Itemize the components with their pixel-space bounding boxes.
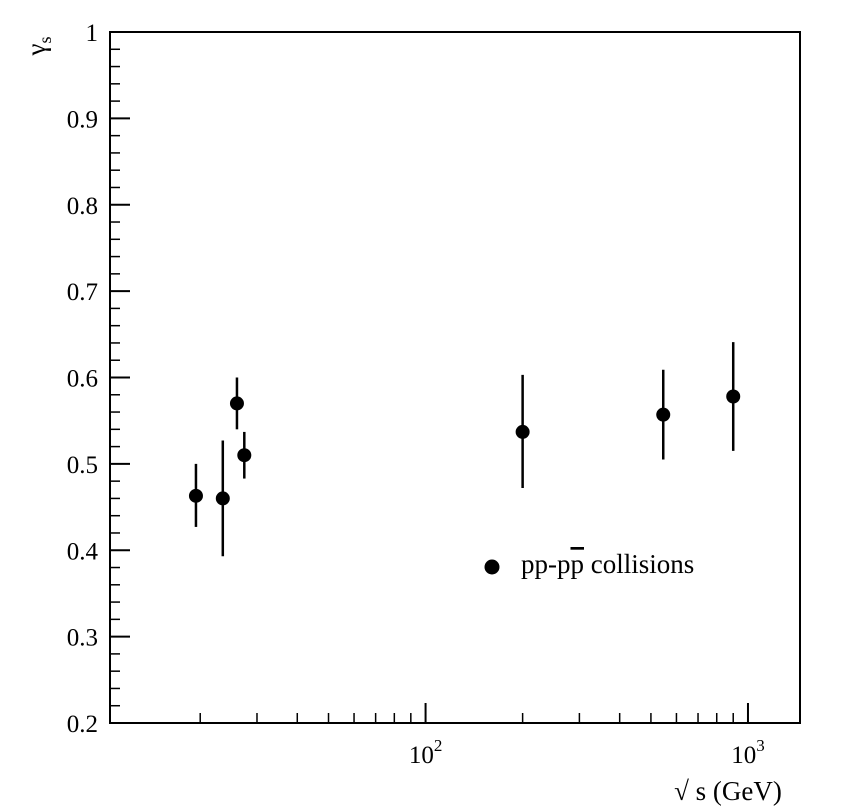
data-points: [188, 342, 741, 557]
point-marker: [188, 488, 203, 503]
data-point: [726, 342, 741, 451]
data-point: [515, 374, 530, 489]
y-axis-title: γs: [21, 37, 55, 57]
point-marker: [656, 407, 671, 422]
legend-label-overbar: p: [571, 549, 585, 579]
x-tick-base: 10: [409, 742, 434, 769]
x-tick-label: 103: [731, 736, 765, 769]
legend-marker: [484, 559, 500, 575]
data-point: [656, 369, 671, 460]
data-point: [229, 377, 244, 430]
legend-label-suffix: collisions: [584, 549, 694, 579]
y-tick-label: 0.8: [67, 193, 98, 220]
legend-label-prefix: pp-p: [521, 549, 571, 579]
x-axis-title: √ s (GeV): [674, 776, 782, 806]
y-axis: 0.2 0.3 0.4 0.5 0.6 0.7 0.8 0.9 1: [67, 20, 130, 738]
y-axis-title-sub: s: [35, 37, 55, 44]
x-tick-label: 102: [409, 736, 443, 769]
y-tick-label: 1: [86, 20, 99, 47]
legend: pp-pp collisions: [484, 549, 694, 579]
y-tick-label: 0.7: [67, 279, 98, 306]
y-tick-label: 0.5: [67, 452, 98, 479]
y-tick-label: 0.6: [67, 366, 98, 393]
point-marker: [229, 396, 244, 411]
y-tick-label: 0.9: [67, 106, 98, 133]
data-point: [215, 440, 230, 557]
y-axis-title-main: γ: [21, 43, 51, 56]
x-tick-base: 10: [731, 742, 756, 769]
minor-ticks: [110, 48, 749, 723]
point-marker: [515, 424, 530, 439]
x-axis: 102 103: [409, 736, 765, 769]
point-marker: [726, 389, 741, 404]
data-point: [237, 431, 252, 479]
point-marker: [237, 448, 252, 463]
x-tick-exp: 3: [756, 736, 765, 755]
data-point: [188, 463, 203, 527]
y-tick-label: 0.3: [67, 625, 98, 652]
legend-label: pp-pp collisions: [521, 549, 694, 579]
y-tick-label: 0.2: [67, 711, 98, 738]
plot-frame: [109, 31, 801, 724]
y-tick-label: 0.4: [67, 538, 99, 565]
x-tick-exp: 2: [434, 736, 443, 755]
point-marker: [215, 491, 230, 506]
